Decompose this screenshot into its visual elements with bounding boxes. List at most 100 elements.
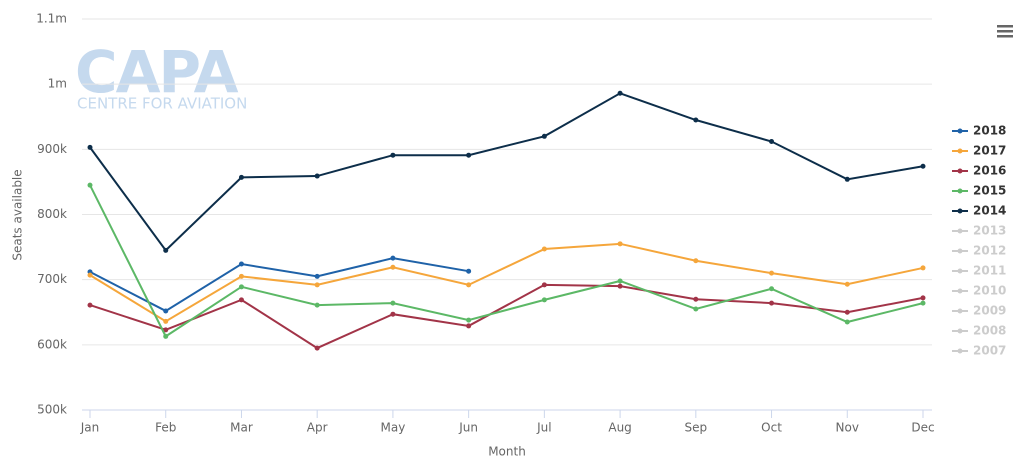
legend-item[interactable]: 2013 xyxy=(952,224,1006,238)
watermark-logo: CAPA xyxy=(75,38,239,106)
point xyxy=(617,283,623,289)
point xyxy=(390,300,396,306)
x-tick-label: Oct xyxy=(761,421,782,435)
point xyxy=(541,282,547,288)
point xyxy=(238,297,244,303)
series-line xyxy=(89,283,924,350)
series-line xyxy=(89,92,924,252)
y-tick-label: 600k xyxy=(37,337,67,351)
legend-item[interactable]: 2010 xyxy=(952,284,1006,298)
legend-label: 2009 xyxy=(973,304,1006,318)
point xyxy=(617,241,623,247)
y-tick-label: 1m xyxy=(48,77,67,91)
point xyxy=(238,261,244,267)
point xyxy=(390,311,396,317)
legend-symbol-dot xyxy=(957,268,963,274)
menu-bar xyxy=(997,25,1013,28)
legend-item[interactable]: 2014 xyxy=(952,204,1006,218)
point xyxy=(769,139,775,145)
x-tick-label: Aug xyxy=(608,421,631,435)
point xyxy=(466,152,472,158)
legend-symbol-dot xyxy=(957,248,963,254)
point xyxy=(693,117,699,123)
point xyxy=(314,273,320,279)
legend-item[interactable]: 2009 xyxy=(952,304,1006,318)
x-tick-label: Jul xyxy=(536,421,551,435)
legend-item[interactable]: 2007 xyxy=(952,344,1006,358)
point xyxy=(163,333,169,339)
legend-label: 2007 xyxy=(973,344,1006,358)
legend-label: 2016 xyxy=(973,164,1006,178)
legend-symbol-dot xyxy=(957,188,963,194)
point xyxy=(314,173,320,179)
legend-item[interactable]: 2018 xyxy=(952,124,1006,138)
watermark-text: CENTRE FOR AVIATION xyxy=(77,95,247,113)
point xyxy=(163,247,169,253)
legend-symbol-dot xyxy=(957,288,963,294)
legend-symbol-dot xyxy=(957,128,963,134)
x-tick-label: Dec xyxy=(911,421,934,435)
legend-label: 2015 xyxy=(973,184,1006,198)
point xyxy=(920,265,926,271)
series-line xyxy=(89,257,469,313)
legend-symbol-dot xyxy=(957,308,963,314)
point xyxy=(87,182,93,188)
point xyxy=(844,309,850,315)
legend-label: 2008 xyxy=(973,324,1006,338)
y-tick-label: 800k xyxy=(37,207,67,221)
legend-label: 2011 xyxy=(973,264,1006,278)
y-tick-label: 500k xyxy=(37,403,67,417)
y-tick-label: 900k xyxy=(37,142,67,156)
series-line xyxy=(89,184,924,338)
legend-label: 2013 xyxy=(973,224,1006,238)
point xyxy=(466,323,472,329)
point xyxy=(163,327,169,333)
point xyxy=(541,297,547,303)
point xyxy=(693,258,699,264)
y-axis-title: Seats available xyxy=(11,169,25,260)
menu-icon[interactable] xyxy=(997,25,1013,38)
point xyxy=(163,318,169,324)
point xyxy=(390,255,396,261)
legend-item[interactable]: 2017 xyxy=(952,144,1006,158)
point xyxy=(920,163,926,169)
point xyxy=(844,319,850,325)
point xyxy=(314,282,320,288)
x-tick-label: Jun xyxy=(458,421,478,435)
legend-label: 2017 xyxy=(973,144,1006,158)
legend-symbol-dot xyxy=(957,348,963,354)
point xyxy=(390,264,396,270)
y-tick-label: 1.1m xyxy=(36,12,67,26)
point xyxy=(769,286,775,292)
menu-bar xyxy=(997,30,1013,33)
legend-item[interactable]: 2008 xyxy=(952,324,1006,338)
legend-item[interactable]: 2012 xyxy=(952,244,1006,258)
point xyxy=(238,284,244,290)
point xyxy=(769,270,775,276)
point xyxy=(87,302,93,308)
x-tick-label: Apr xyxy=(307,421,328,435)
legend-symbol-dot xyxy=(957,208,963,214)
point xyxy=(617,90,623,96)
point xyxy=(87,272,93,278)
legend-label: 2018 xyxy=(973,124,1006,138)
legend-item[interactable]: 2015 xyxy=(952,184,1006,198)
x-tick-label: Feb xyxy=(155,421,176,435)
x-axis-title: Month xyxy=(488,445,526,459)
point xyxy=(87,144,93,150)
point xyxy=(693,306,699,312)
legend-item[interactable]: 2011 xyxy=(952,264,1006,278)
x-tick-label: Jan xyxy=(80,421,100,435)
point xyxy=(844,176,850,182)
y-tick-label: 700k xyxy=(37,272,67,286)
series-line xyxy=(89,242,924,323)
point xyxy=(693,296,699,302)
point xyxy=(466,282,472,288)
x-tick-label: Sep xyxy=(685,421,708,435)
point xyxy=(238,273,244,279)
x-tick-label: Nov xyxy=(836,421,859,435)
point xyxy=(466,268,472,274)
legend-item[interactable]: 2016 xyxy=(952,164,1006,178)
point xyxy=(844,281,850,287)
